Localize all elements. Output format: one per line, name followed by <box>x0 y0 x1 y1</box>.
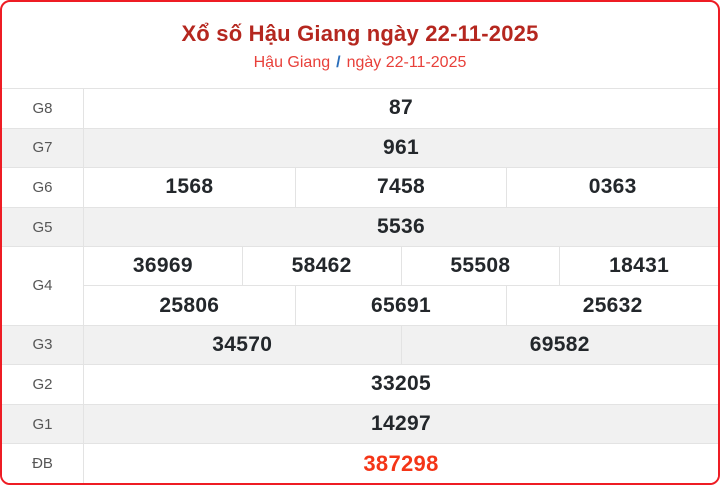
prize-row-g7: G7 961 <box>2 127 718 168</box>
prize-number: 34570 <box>212 332 273 356</box>
prize-label: G5 <box>2 207 84 247</box>
prize-subrow: 14297 <box>84 405 718 444</box>
prize-numbers-area: 1568 7458 0363 <box>84 168 718 207</box>
prize-subrow: 961 <box>84 129 718 168</box>
prize-number: 25806 <box>159 293 220 317</box>
breadcrumb-separator: / <box>336 53 341 71</box>
prize-subrow: 387298 <box>84 444 718 483</box>
prize-number: 55508 <box>400 247 560 286</box>
prize-numbers-area: 33205 <box>84 365 718 404</box>
prize-label: G6 <box>2 168 84 207</box>
prize-number: 5536 <box>377 215 425 239</box>
prize-number: 87 <box>389 96 413 120</box>
prize-number: 58462 <box>241 247 401 286</box>
results-table: G8 87 G7 961 G6 1568 7458 0363 G5 5536 G4 36969 5846… <box>2 88 718 483</box>
prize-label: ĐB <box>2 444 84 483</box>
prize-subrow: 5536 <box>84 208 718 247</box>
region-link[interactable]: Hậu Giang <box>253 53 331 71</box>
prize-row-g5: G5 5536 <box>2 206 718 247</box>
prize-subrow: 36969 58462 55508 18431 <box>84 247 718 286</box>
prize-row-đb: ĐB 387298 <box>2 443 718 483</box>
prize-number: 25632 <box>506 286 718 325</box>
prize-numbers-area: 961 <box>84 129 718 168</box>
prize-number: 18431 <box>559 247 718 286</box>
prize-row-g6: G6 1568 7458 0363 <box>2 167 718 207</box>
prize-label: G3 <box>2 325 84 365</box>
prize-row-g8: G8 87 <box>2 88 718 128</box>
prize-numbers-area: 34570 69582 <box>84 325 719 365</box>
prize-label: G2 <box>2 365 84 404</box>
prize-numbers-area: 5536 <box>84 208 718 247</box>
breadcrumb: Hậu Giang / ngày 22-11-2025 <box>254 54 467 72</box>
prize-numbers-area: 14297 <box>84 405 718 444</box>
prize-label: G8 <box>2 89 84 128</box>
page-title: Xổ số Hậu Giang ngày 22-11-2025 <box>181 20 539 46</box>
prize-numbers-area: 36969 58462 55508 18431 25806 65691 25632 <box>84 247 718 325</box>
prize-subrow: 25806 65691 25632 <box>84 285 718 325</box>
prize-number: 65691 <box>294 286 507 325</box>
prize-number: 33205 <box>371 372 431 396</box>
prize-number: 14297 <box>371 412 431 436</box>
prize-label: G4 <box>2 247 84 325</box>
prize-row-g2: G2 33205 <box>2 364 718 404</box>
prize-label: G7 <box>2 128 84 168</box>
prize-number: 1568 <box>165 175 214 199</box>
prize-number: 961 <box>383 135 419 159</box>
prize-number: 69582 <box>400 325 719 365</box>
prize-number: 0363 <box>506 168 718 207</box>
prize-numbers-area: 387298 <box>84 444 718 483</box>
prize-number: 7458 <box>294 168 507 207</box>
prize-label: G1 <box>2 404 84 444</box>
prize-subrow: 87 <box>84 89 718 128</box>
prize-row-g1: G1 14297 <box>2 403 718 444</box>
prize-row-g3: G3 34570 69582 <box>2 324 719 365</box>
prize-subrow: 34570 69582 <box>84 325 719 365</box>
prize-subrow: 1568 7458 0363 <box>84 168 718 207</box>
prize-numbers-area: 87 <box>84 89 718 128</box>
prize-subrow: 33205 <box>84 365 718 404</box>
date-link[interactable]: ngày 22-11-2025 <box>346 53 467 71</box>
prize-number: 36969 <box>132 254 193 278</box>
prize-number: 387298 <box>363 450 439 476</box>
header: Xổ số Hậu Giang ngày 22-11-2025 Hậu Gian… <box>2 2 718 88</box>
prize-row-g4: G4 36969 58462 55508 18431 25806 65691 25632 <box>2 246 718 325</box>
